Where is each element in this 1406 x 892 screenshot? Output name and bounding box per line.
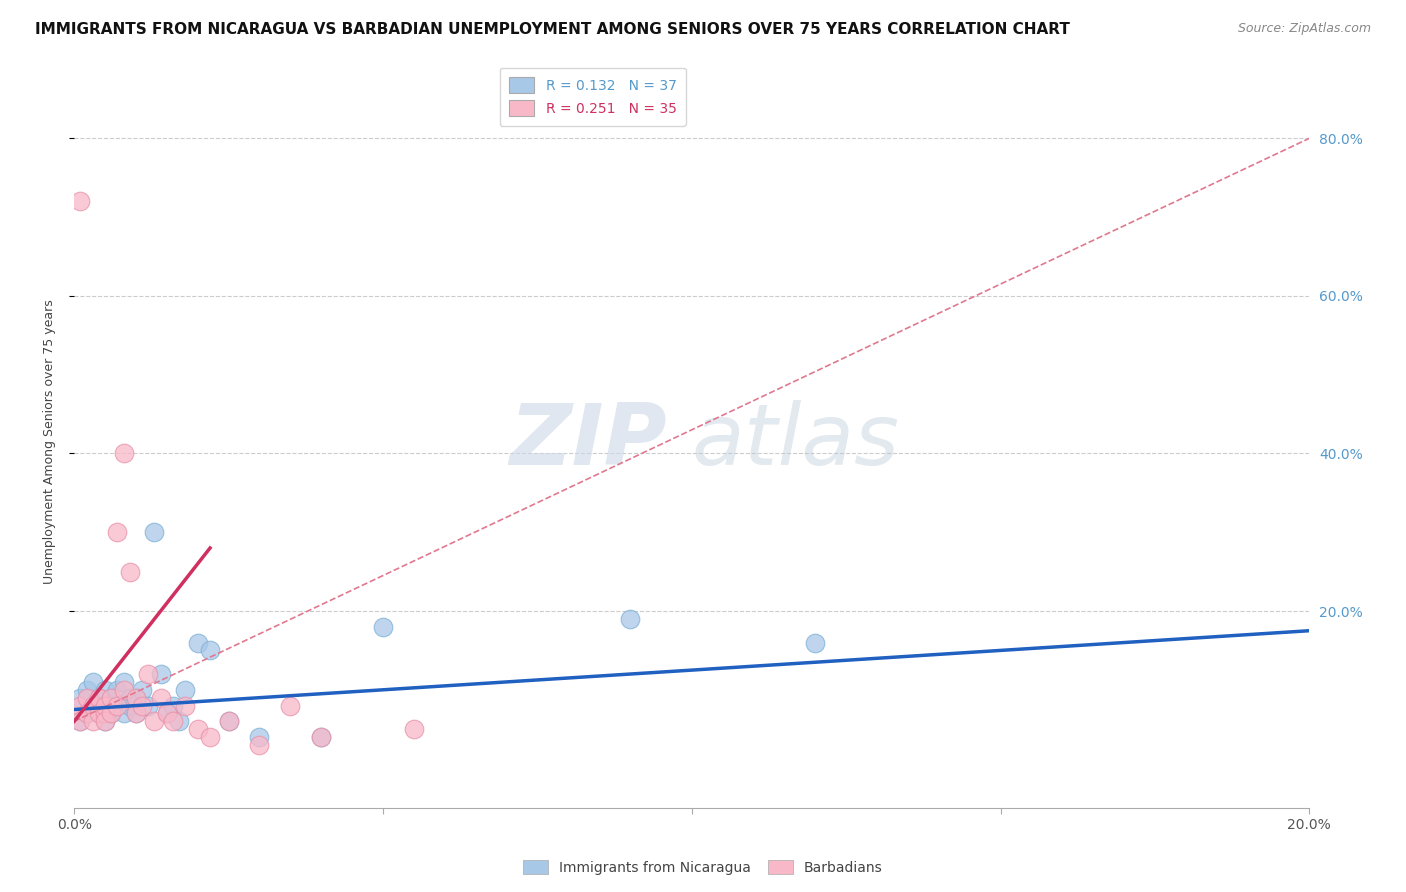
Point [371, 620, 394, 634]
Point [125, 690, 148, 705]
Point [309, 730, 332, 744]
Point [149, 690, 172, 705]
Point [143, 714, 166, 729]
Point [100, 690, 122, 705]
Point [82, 674, 104, 689]
Point [143, 525, 166, 540]
Point [619, 612, 641, 626]
Point [174, 698, 197, 713]
Point [218, 714, 240, 729]
Point [76, 690, 98, 705]
Point [69, 194, 91, 209]
Point [69, 714, 91, 729]
Point [118, 565, 141, 579]
Point [136, 698, 159, 713]
Point [87, 706, 110, 721]
Text: IMMIGRANTS FROM NICARAGUA VS BARBADIAN UNEMPLOYMENT AMONG SENIORS OVER 75 YEARS : IMMIGRANTS FROM NICARAGUA VS BARBADIAN U… [35, 22, 1070, 37]
Point [118, 690, 141, 705]
Point [76, 682, 98, 697]
Point [100, 706, 122, 721]
Point [125, 690, 148, 705]
Point [112, 674, 135, 689]
Point [107, 698, 129, 713]
Text: ZIP: ZIP [509, 401, 666, 483]
Point [94, 682, 117, 697]
Point [309, 730, 332, 744]
Point [278, 698, 301, 713]
Point [118, 698, 141, 713]
Legend: Immigrants from Nicaragua, Barbadians: Immigrants from Nicaragua, Barbadians [517, 855, 889, 880]
Point [187, 635, 209, 649]
Point [125, 706, 148, 721]
Point [76, 706, 98, 721]
Point [136, 667, 159, 681]
Point [187, 722, 209, 736]
Point [249, 730, 271, 744]
Point [107, 682, 129, 697]
Point [112, 682, 135, 697]
Point [167, 714, 190, 729]
Point [125, 706, 148, 721]
Point [107, 525, 129, 540]
Point [156, 706, 179, 721]
Text: Source: ZipAtlas.com: Source: ZipAtlas.com [1237, 22, 1371, 36]
Point [198, 643, 221, 657]
Point [174, 682, 197, 697]
Point [131, 682, 153, 697]
Point [156, 706, 179, 721]
Text: atlas: atlas [692, 401, 900, 483]
Point [402, 722, 425, 736]
Point [87, 690, 110, 705]
Point [218, 714, 240, 729]
Point [112, 706, 135, 721]
Point [100, 690, 122, 705]
Point [249, 738, 271, 752]
Point [131, 698, 153, 713]
Point [76, 706, 98, 721]
Point [162, 714, 184, 729]
Point [82, 698, 104, 713]
Point [94, 706, 117, 721]
Point [94, 698, 117, 713]
Point [69, 698, 91, 713]
Legend: R = 0.132   N = 37, R = 0.251   N = 35: R = 0.132 N = 37, R = 0.251 N = 35 [499, 68, 686, 126]
Point [107, 698, 129, 713]
Point [112, 446, 135, 460]
Point [149, 667, 172, 681]
Point [94, 714, 117, 729]
Point [82, 698, 104, 713]
Point [87, 690, 110, 705]
Point [94, 714, 117, 729]
Point [69, 690, 91, 705]
Point [69, 714, 91, 729]
Point [87, 706, 110, 721]
Point [804, 635, 827, 649]
Point [162, 698, 184, 713]
Point [82, 714, 104, 729]
Point [198, 730, 221, 744]
Point [94, 698, 117, 713]
Y-axis label: Unemployment Among Seniors over 75 years: Unemployment Among Seniors over 75 years [44, 300, 56, 584]
Point [100, 706, 122, 721]
